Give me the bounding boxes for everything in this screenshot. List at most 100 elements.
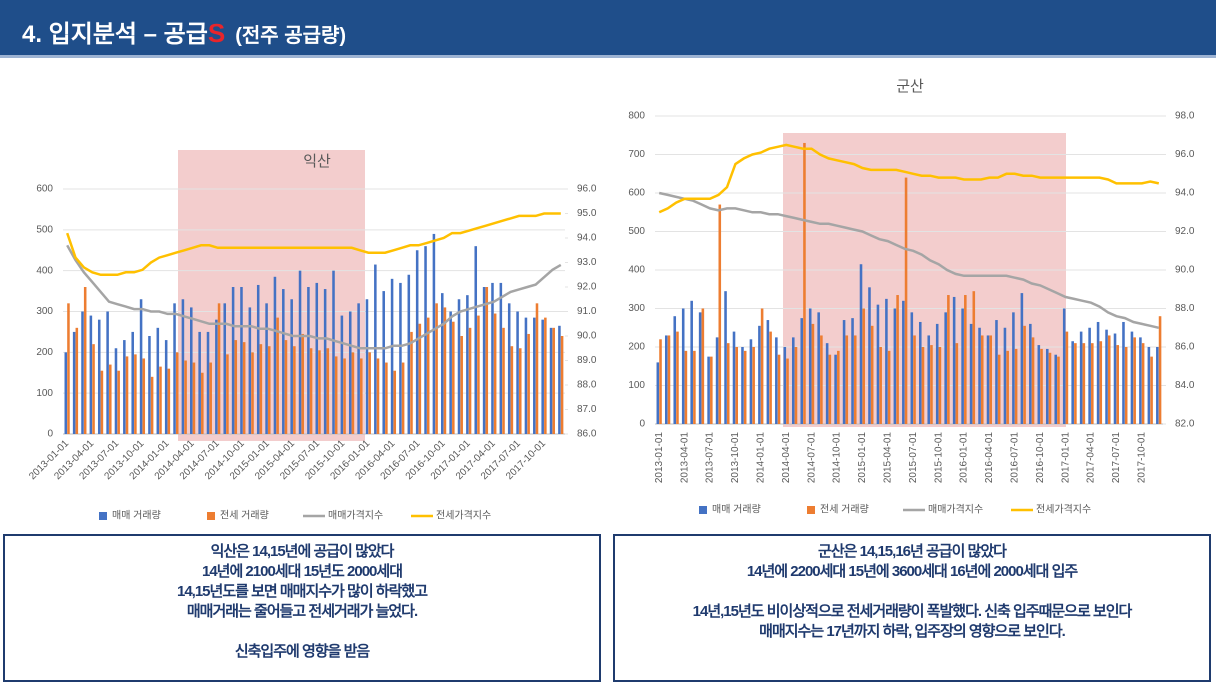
bar: [791, 337, 795, 424]
bar: [150, 376, 154, 434]
legend-label: 매매가격지수: [328, 509, 383, 522]
bar: [1158, 316, 1162, 424]
bar: [326, 348, 330, 434]
bar: [837, 350, 840, 424]
bar: [97, 319, 101, 434]
bar: [870, 325, 874, 424]
bar: [876, 304, 880, 424]
bar: [558, 325, 561, 434]
bar: [293, 346, 296, 434]
bar: [1096, 321, 1100, 424]
bar: [1031, 337, 1035, 424]
bar: [828, 354, 832, 424]
y2-tick-label: 90.0: [577, 331, 597, 342]
bar: [457, 299, 461, 434]
y2-tick-label: 88.0: [1175, 303, 1195, 314]
bar: [284, 340, 288, 434]
bar: [964, 295, 967, 424]
bar: [859, 264, 863, 424]
bar: [918, 321, 922, 424]
bar: [811, 323, 815, 424]
bar: [282, 289, 285, 434]
bar: [75, 327, 79, 434]
bar: [552, 327, 555, 434]
bar: [701, 308, 705, 424]
bar: [1141, 343, 1145, 424]
bar: [410, 331, 413, 434]
bar: [955, 343, 959, 424]
bar: [980, 335, 984, 424]
bar: [944, 312, 947, 424]
y2-tick-label: 92.0: [577, 282, 597, 293]
y-tick-label: 400: [628, 265, 645, 276]
bar: [800, 318, 804, 424]
bar: [376, 358, 380, 434]
x-tick-label: 2014-07-01: [806, 432, 817, 484]
bar: [1029, 323, 1032, 424]
y-tick-label: 100: [36, 388, 53, 399]
bar: [1062, 308, 1066, 424]
bar: [493, 313, 497, 434]
header-mark: S: [207, 18, 226, 48]
bar: [758, 325, 761, 424]
bar: [343, 358, 346, 434]
bar: [390, 278, 394, 434]
bar: [1130, 331, 1134, 424]
bar: [298, 270, 302, 434]
bar: [100, 370, 104, 434]
legend-label: 전세가격지수: [1036, 503, 1091, 516]
bar: [466, 295, 469, 434]
legend-label: 전세 거래량: [820, 504, 869, 516]
bar: [290, 299, 293, 434]
y-tick-label: 0: [47, 429, 53, 440]
bar: [1003, 327, 1007, 424]
bar: [693, 350, 696, 424]
bar: [659, 339, 662, 424]
bar: [223, 303, 227, 434]
legend-swatch: [207, 512, 215, 520]
bar: [1048, 352, 1052, 424]
y2-tick-label: 87.0: [577, 404, 597, 415]
bar: [707, 356, 710, 424]
bar: [862, 308, 866, 424]
bar: [164, 340, 168, 434]
y2-tick-label: 91.0: [577, 306, 597, 317]
y-tick-label: 200: [36, 347, 53, 358]
bar: [198, 331, 201, 434]
bar: [1139, 337, 1142, 424]
y-tick-label: 500: [628, 226, 645, 237]
x-tick-label: 2016-01-01: [959, 432, 970, 484]
bar: [401, 362, 405, 434]
bar: [845, 335, 849, 424]
bar: [131, 331, 134, 434]
bar: [518, 348, 522, 434]
note-line: 익산은 14,15년에 공급이 많았다: [210, 543, 395, 560]
y2-tick-label: 96.0: [1175, 149, 1195, 160]
y-tick-label: 200: [628, 342, 645, 353]
bar: [323, 289, 327, 434]
bar: [1040, 348, 1043, 424]
bar: [1020, 293, 1024, 424]
bar: [1065, 331, 1069, 424]
bar: [995, 320, 998, 424]
bar: [125, 356, 129, 434]
bar: [273, 276, 277, 434]
bar: [468, 327, 472, 434]
bar: [710, 356, 713, 424]
bar: [443, 307, 447, 434]
bar: [83, 287, 87, 434]
y-tick-label: 400: [36, 265, 53, 276]
bar: [1124, 347, 1128, 424]
bar: [1057, 356, 1060, 424]
note-line: 14년,15년도 비이상적으로 전세거래량이 폭발했다. 신축 입주때문으로 보…: [692, 603, 1133, 620]
bar: [1074, 343, 1077, 424]
bar: [332, 270, 335, 434]
bar: [820, 335, 823, 424]
bar: [368, 352, 371, 434]
bar: [524, 317, 528, 434]
bar: [560, 336, 564, 434]
bar: [516, 311, 519, 434]
y-tick-label: 0: [639, 419, 645, 430]
bar: [961, 308, 964, 424]
bar: [842, 320, 846, 424]
